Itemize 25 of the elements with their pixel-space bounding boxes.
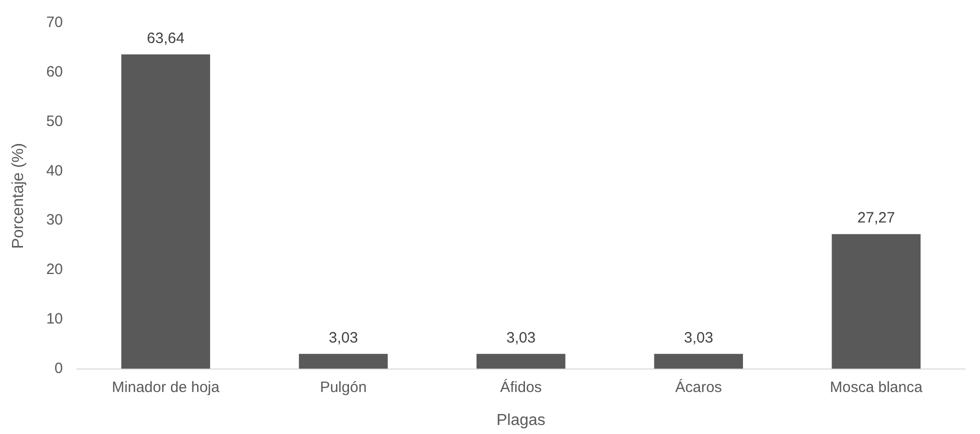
x-tick-label: Mosca blanca	[830, 378, 924, 396]
bar	[832, 234, 921, 369]
y-tick-label: 70	[46, 14, 63, 32]
data-label: 63,64	[146, 30, 184, 48]
data-label: 3,03	[506, 329, 536, 346]
y-tick-label: 30	[46, 212, 63, 229]
bar	[654, 354, 743, 369]
y-tick-label: 40	[46, 162, 63, 180]
x-tick-label: Áfidos	[500, 378, 542, 396]
data-label: 3,03	[328, 329, 358, 346]
y-axis-title: Porcentaje (%)	[10, 142, 28, 249]
bar	[476, 354, 566, 369]
y-tick-label: 60	[46, 64, 63, 81]
y-tick-label: 50	[46, 112, 63, 130]
bar	[121, 54, 210, 369]
bar	[298, 354, 388, 369]
data-label: 27,27	[857, 210, 895, 227]
x-axis-title: Plagas	[496, 412, 546, 429]
data-label: 3,03	[684, 329, 714, 346]
x-tick-label: Minador de hoja	[112, 378, 220, 396]
x-tick-label: Pulgón	[320, 378, 367, 396]
x-tick-label: Ácaros	[675, 378, 722, 396]
y-tick-label: 20	[46, 261, 63, 278]
y-tick-label: 10	[46, 310, 63, 328]
y-tick-label: 0	[54, 360, 63, 377]
